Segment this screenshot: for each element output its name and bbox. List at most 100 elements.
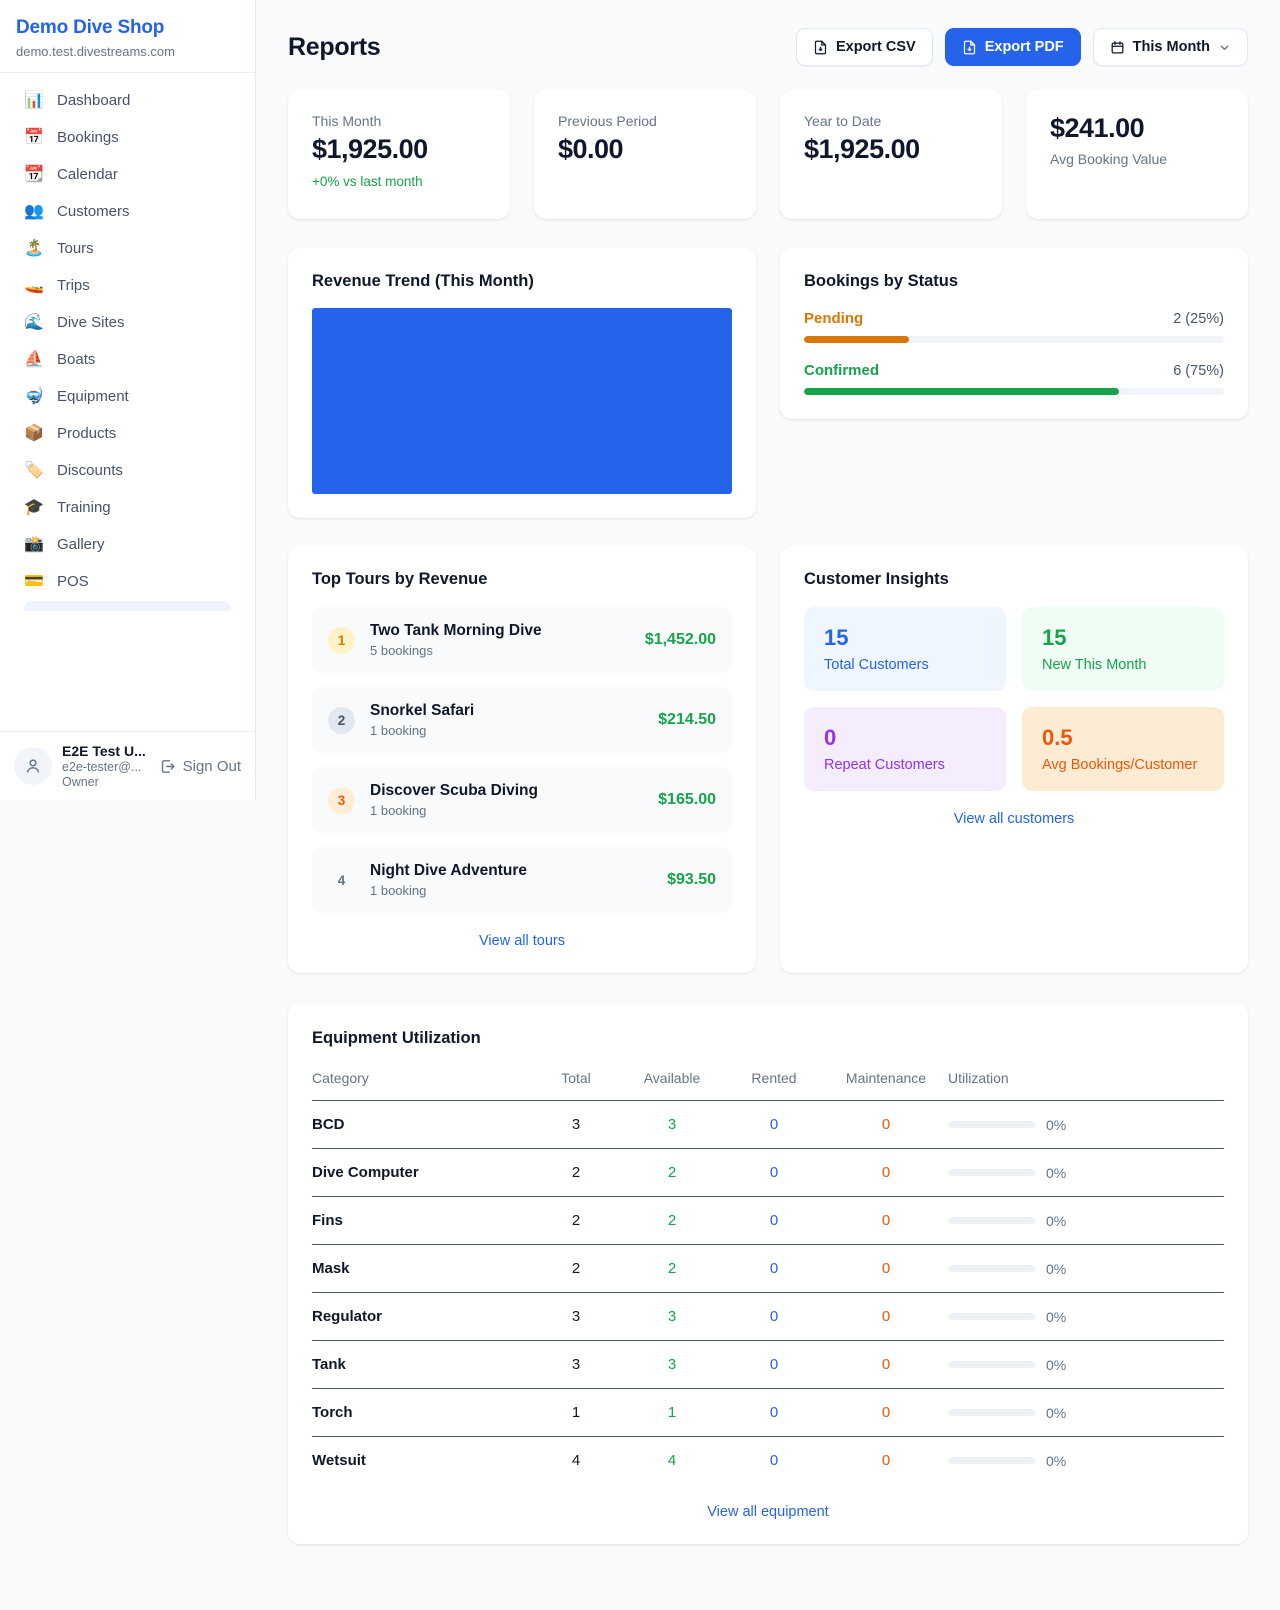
- column-header-utilization: Utilization: [948, 1062, 1224, 1101]
- status-row-confirmed: Confirmed 6 (75%): [804, 362, 1224, 395]
- period-label: This Month: [1132, 39, 1210, 55]
- sailboat-icon: ⛵: [24, 350, 44, 368]
- cell-category: Dive Computer: [312, 1148, 532, 1197]
- export-pdf-button[interactable]: Export PDF: [944, 28, 1081, 66]
- user-panel: E2E Test U... e2e-tester@... Owner Sign …: [0, 731, 255, 800]
- sidebar-item-pos[interactable]: 💳 POS: [12, 564, 243, 599]
- cell-total: 3: [532, 1100, 620, 1149]
- user-name: E2E Test U...: [62, 743, 146, 759]
- stat-card-previous-period: Previous Period $0.00: [534, 90, 756, 219]
- utilization-bar: 0%: [948, 1405, 1224, 1421]
- sidebar-item-trips[interactable]: 🚤 Trips: [12, 268, 243, 303]
- sidebar-item-equipment[interactable]: 🤿 Equipment: [12, 379, 243, 414]
- table-row: Wetsuit 4 4 0 0 0%: [312, 1437, 1224, 1485]
- sign-out-label: Sign Out: [182, 757, 241, 775]
- equipment-utilization-card: Equipment Utilization Category Total Ava…: [288, 1003, 1248, 1544]
- tour-row: 2 Snorkel Safari 1 booking $214.50: [312, 687, 732, 753]
- sidebar-item-label: Boats: [57, 351, 96, 368]
- tour-amount: $165.00: [658, 791, 716, 808]
- view-all-tours-link[interactable]: View all tours: [312, 933, 732, 949]
- table-row: Dive Computer 2 2 0 0 0%: [312, 1148, 1224, 1197]
- sidebar-header: Demo Dive Shop demo.test.divestreams.com: [0, 0, 255, 73]
- stat-label: Avg Booking Value: [1050, 151, 1168, 167]
- cell-rented: 0: [724, 1292, 824, 1341]
- insight-grid: 15 Total Customers 15 New This Month 0 R…: [804, 607, 1224, 791]
- charts-grid: Revenue Trend (This Month) Bookings by S…: [288, 248, 1248, 973]
- tag-icon: 🏷️: [24, 461, 44, 479]
- sidebar-item-customers[interactable]: 👥 Customers: [12, 194, 243, 229]
- speedboat-icon: 🚤: [24, 276, 44, 294]
- export-csv-button[interactable]: Export CSV: [795, 28, 933, 66]
- cell-maintenance: 0: [824, 1148, 948, 1197]
- cell-maintenance: 0: [824, 1244, 948, 1293]
- status-value: 2 (25%): [1173, 310, 1224, 327]
- package-icon: 📦: [24, 424, 44, 442]
- rank-badge: 4: [337, 872, 346, 888]
- sidebar-item-label: Calendar: [57, 166, 118, 183]
- cell-available: 3: [620, 1340, 724, 1389]
- sidebar-item-label: POS: [57, 573, 89, 590]
- cell-rented: 0: [724, 1340, 824, 1389]
- utilization-percent: 0%: [1046, 1260, 1067, 1277]
- sidebar-item-label: Discounts: [57, 462, 123, 479]
- logout-icon: [161, 759, 175, 773]
- tour-row: 1 Two Tank Morning Dive 5 bookings $1,45…: [312, 607, 732, 673]
- utilization-bar: 0%: [948, 1357, 1224, 1373]
- sidebar-item-bookings[interactable]: 📅 Bookings: [12, 120, 243, 155]
- view-all-equipment-link[interactable]: View all equipment: [312, 1504, 1224, 1520]
- table-row: Tank 3 3 0 0 0%: [312, 1340, 1224, 1389]
- sidebar-item-label: Customers: [57, 203, 130, 220]
- cell-category: Regulator: [312, 1292, 532, 1341]
- sidebar-item-training[interactable]: 🎓 Training: [12, 490, 243, 525]
- revenue-trend-title: Revenue Trend (This Month): [312, 272, 534, 290]
- sidebar-item-label: Dashboard: [57, 92, 131, 109]
- tour-name: Two Tank Morning Dive: [370, 622, 542, 639]
- camera-icon: 📸: [24, 535, 44, 553]
- sidebar-item-dashboard[interactable]: 📊 Dashboard: [12, 83, 243, 118]
- progress-fill-pending: [804, 336, 909, 343]
- stat-value: $0.00: [558, 134, 624, 164]
- equipment-utilization-title: Equipment Utilization: [312, 1029, 481, 1047]
- sidebar-item-discounts[interactable]: 🏷️ Discounts: [12, 453, 243, 488]
- cell-available: 4: [667, 1452, 677, 1469]
- progress-fill-confirmed: [804, 388, 1119, 395]
- insight-label: New This Month: [1042, 657, 1147, 673]
- insight-tile-avg-bookings: 0.5 Avg Bookings/Customer: [1022, 707, 1224, 791]
- sidebar-item-dive-sites[interactable]: 🌊 Dive Sites: [12, 305, 243, 340]
- utilization-percent: 0%: [1046, 1452, 1067, 1469]
- insight-tile-total-customers: 15 Total Customers: [804, 607, 1006, 691]
- view-all-customers-link[interactable]: View all customers: [804, 811, 1224, 827]
- sidebar-item-tours[interactable]: 🏝️ Tours: [12, 231, 243, 266]
- cell-available: 2: [620, 1244, 724, 1293]
- table-row: Fins 2 2 0 0 0%: [312, 1196, 1224, 1245]
- utilization-bar: 0%: [948, 1117, 1224, 1133]
- sidebar-item-gallery[interactable]: 📸 Gallery: [12, 527, 243, 562]
- user-info: E2E Test U... e2e-tester@... Owner: [62, 743, 146, 789]
- bookings-status-title: Bookings by Status: [804, 272, 959, 290]
- stat-label: Previous Period: [558, 113, 657, 129]
- export-pdf-label: Export PDF: [984, 39, 1064, 55]
- user-email: e2e-tester@...: [62, 760, 142, 774]
- insight-label: Repeat Customers: [824, 757, 945, 773]
- sign-out-button[interactable]: Sign Out: [159, 758, 241, 775]
- sidebar-item-products[interactable]: 📦 Products: [12, 416, 243, 451]
- top-tours-card: Top Tours by Revenue 1 Two Tank Morning …: [288, 546, 756, 973]
- insight-value: 15: [1042, 625, 1067, 650]
- calendar-icon: [1111, 40, 1124, 53]
- sidebar-item-boats[interactable]: ⛵ Boats: [12, 342, 243, 377]
- cell-total: 3: [532, 1340, 620, 1389]
- sidebar-item-label: Tours: [57, 240, 94, 257]
- page-title: Reports: [288, 32, 381, 61]
- cell-category: Mask: [312, 1244, 532, 1293]
- sidebar-item-label: Training: [57, 499, 111, 516]
- dashboard-chart-icon: 📊: [24, 91, 44, 109]
- sidebar-item-reports-partial[interactable]: [24, 601, 231, 611]
- status-label: Confirmed: [804, 362, 879, 379]
- person-icon: [26, 759, 40, 773]
- sidebar: Demo Dive Shop demo.test.divestreams.com…: [0, 0, 256, 800]
- main-header: Reports Export CSV Export PDF This Month: [288, 28, 1248, 66]
- stat-value: $1,925.00: [804, 134, 920, 164]
- sidebar-item-calendar[interactable]: 📆 Calendar: [12, 157, 243, 192]
- period-dropdown[interactable]: This Month: [1092, 28, 1248, 66]
- main-content: Reports Export CSV Export PDF This Month: [256, 0, 1280, 1576]
